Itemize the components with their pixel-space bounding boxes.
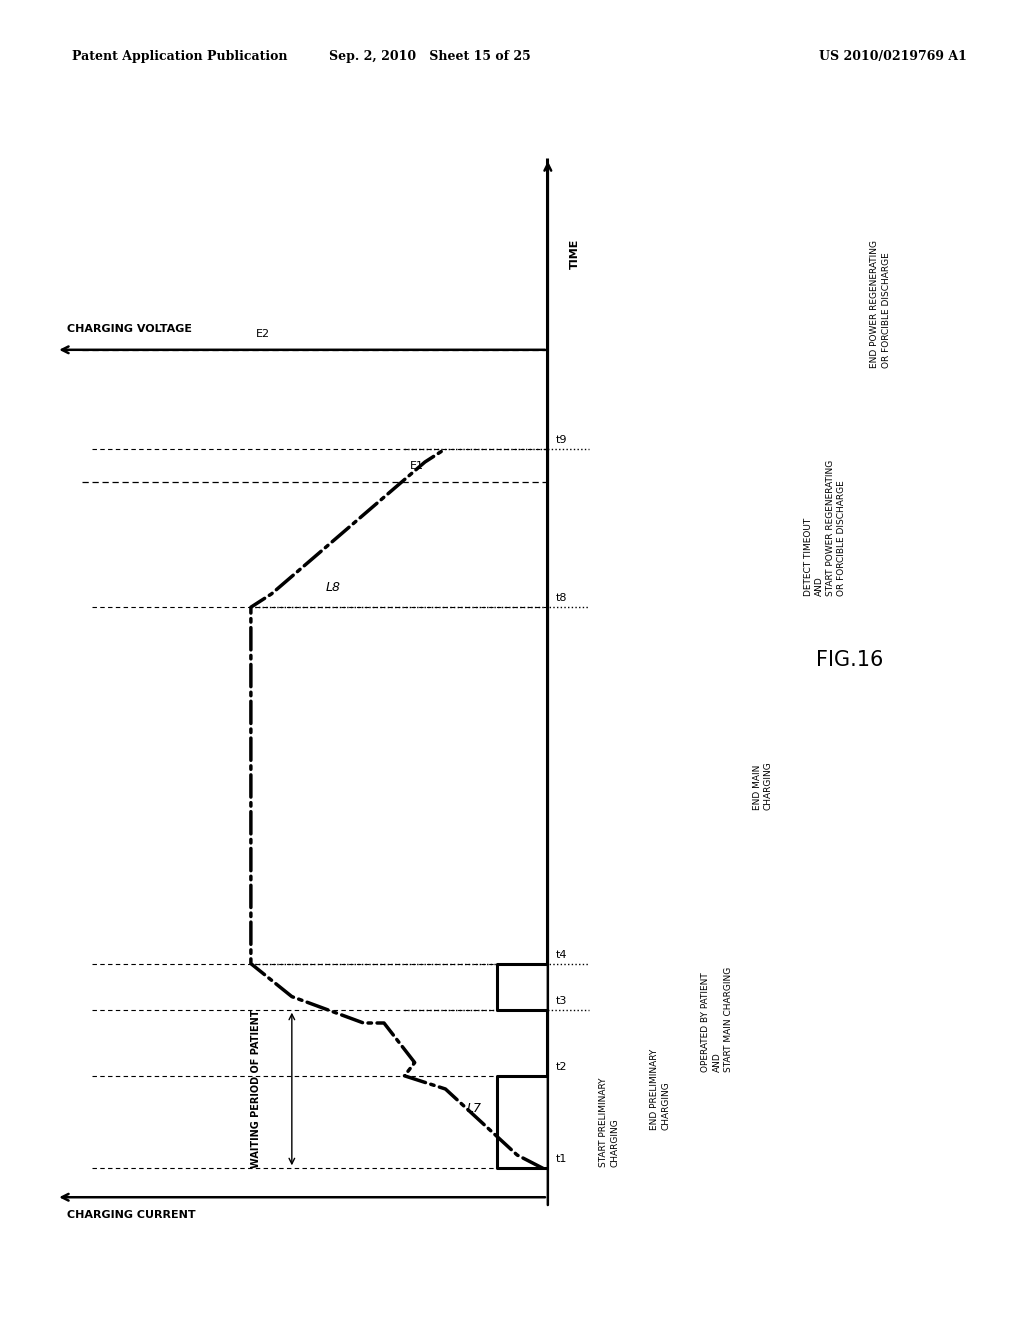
Text: Sep. 2, 2010   Sheet 15 of 25: Sep. 2, 2010 Sheet 15 of 25 [329,50,531,63]
Text: E1: E1 [410,461,424,471]
Text: START PRELIMINARY
CHARGING: START PRELIMINARY CHARGING [599,1077,620,1167]
Text: t2: t2 [556,1061,567,1072]
Text: t4: t4 [556,949,567,960]
Text: t3: t3 [556,995,567,1006]
Text: t8: t8 [556,593,567,603]
Text: US 2010/0219769 A1: US 2010/0219769 A1 [819,50,967,63]
Text: E2: E2 [256,329,270,339]
Text: CHARGING VOLTAGE: CHARGING VOLTAGE [67,323,191,334]
Text: END PRELIMINARY
CHARGING: END PRELIMINARY CHARGING [650,1048,671,1130]
Text: END POWER REGENERATING
OR FORCIBLE DISCHARGE: END POWER REGENERATING OR FORCIBLE DISCH… [870,240,891,367]
Text: CHARGING CURRENT: CHARGING CURRENT [67,1210,196,1221]
Text: t9: t9 [556,434,567,445]
Text: Patent Application Publication: Patent Application Publication [72,50,287,63]
Text: L7: L7 [466,1102,481,1115]
Text: TIME: TIME [570,239,581,269]
Text: OPERATED BY PATIENT
AND
START MAIN CHARGING: OPERATED BY PATIENT AND START MAIN CHARG… [701,968,732,1072]
Text: END MAIN
CHARGING: END MAIN CHARGING [753,762,773,809]
Text: t1: t1 [556,1154,567,1164]
Text: DETECT TIMEOUT
AND
START POWER REGENERATING
OR FORCIBLE DISCHARGE: DETECT TIMEOUT AND START POWER REGENERAT… [804,459,846,597]
Text: WAITING PERIOD OF PATIENT: WAITING PERIOD OF PATIENT [251,1010,261,1168]
Text: FIG.16: FIG.16 [816,649,884,671]
Text: L8: L8 [326,581,340,594]
